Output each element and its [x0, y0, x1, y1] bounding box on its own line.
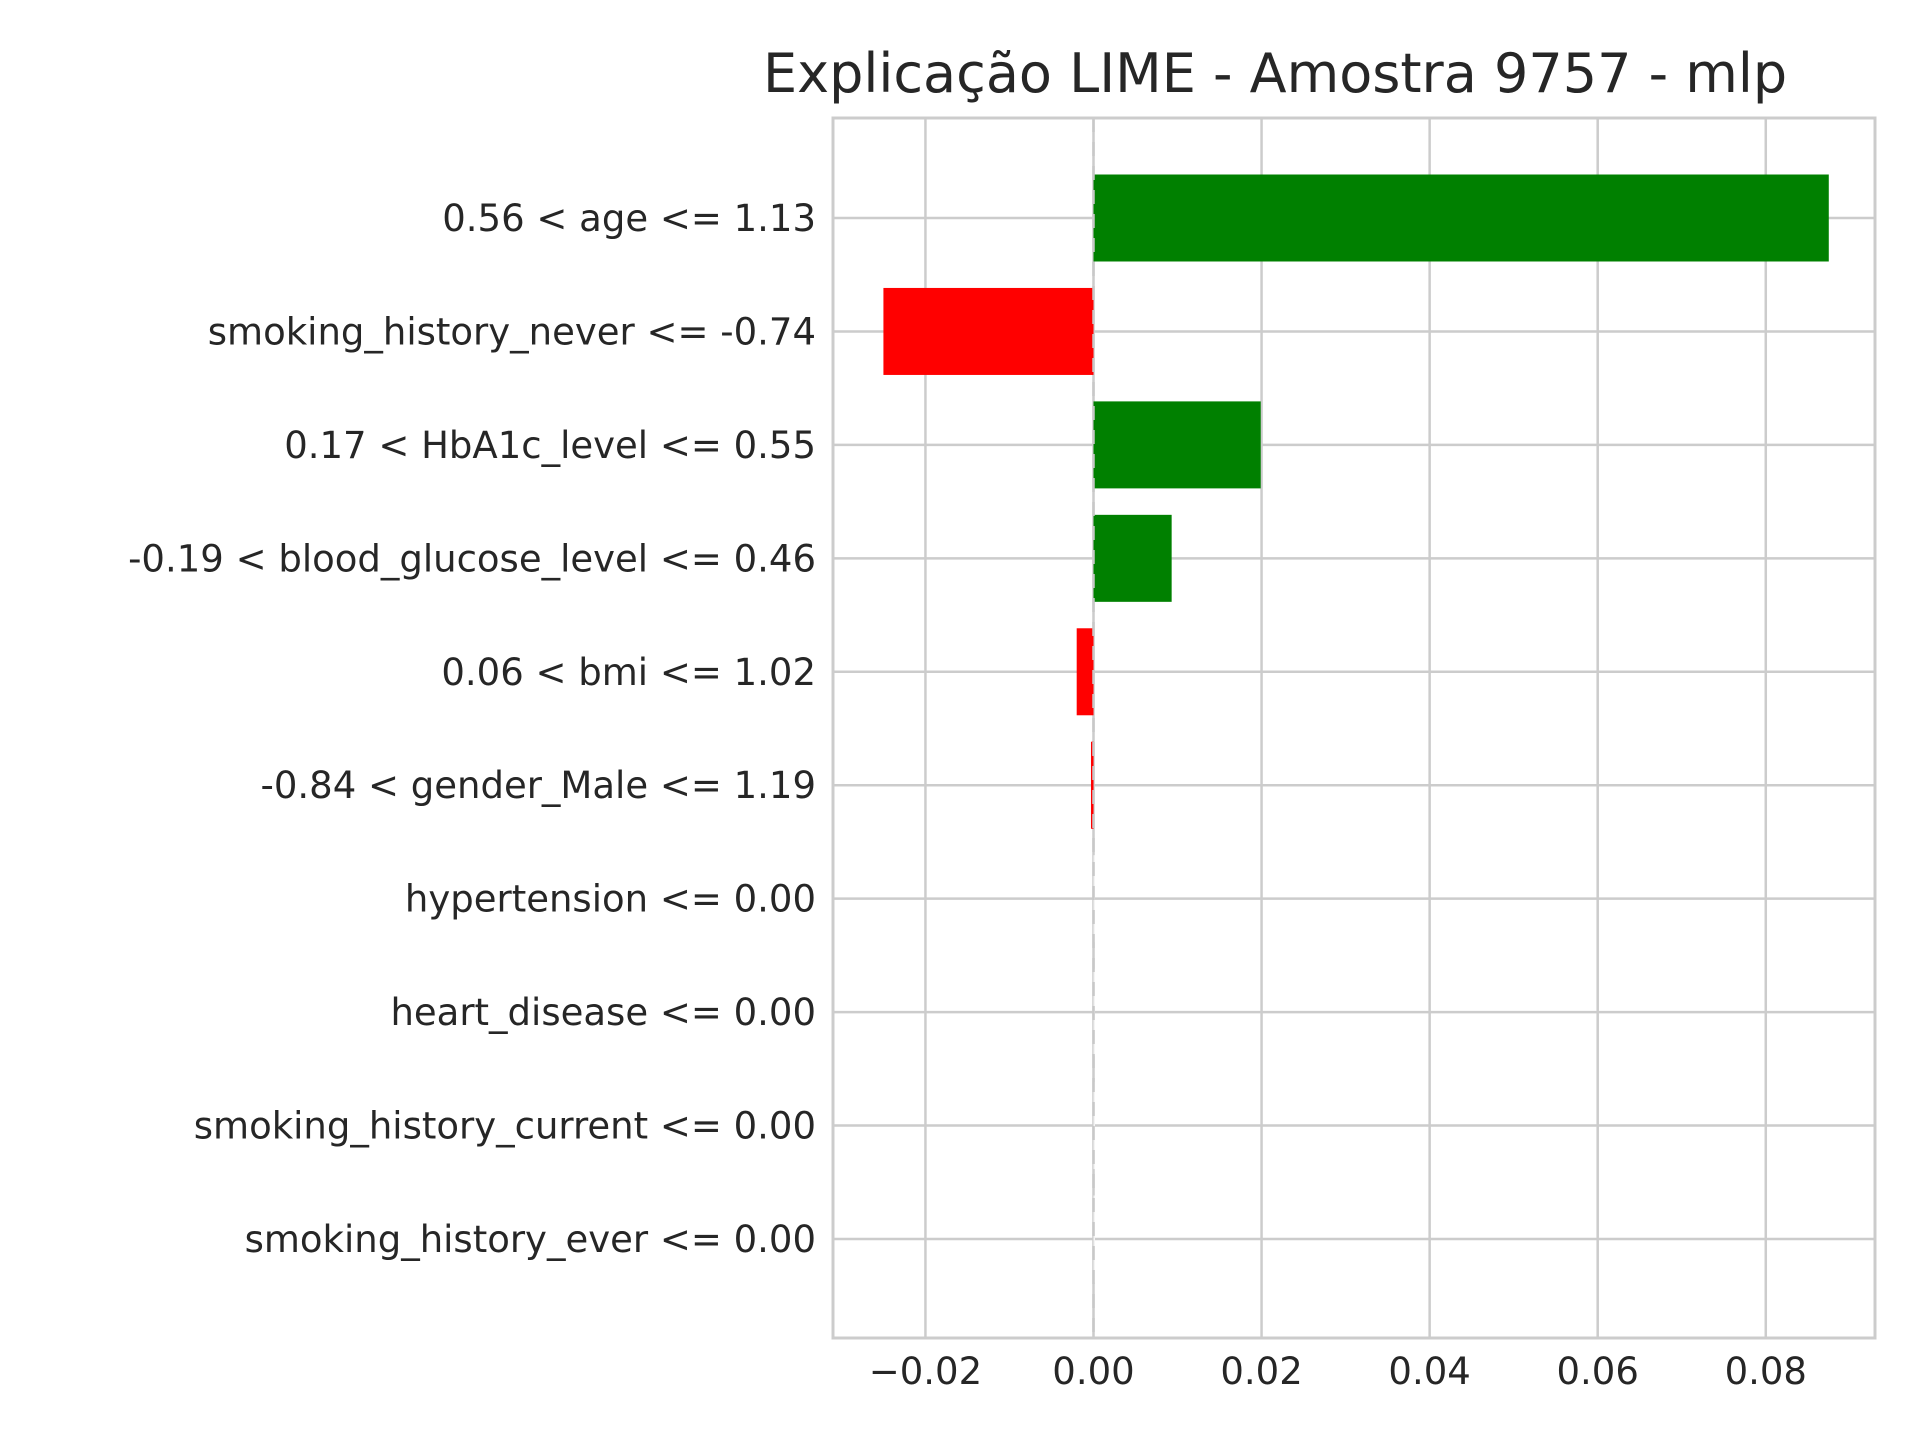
bar — [1076, 628, 1094, 716]
x-tick-label: 0.08 — [1725, 1350, 1807, 1393]
x-tick-label: −0.02 — [869, 1350, 982, 1393]
bar — [883, 287, 1094, 375]
y-tick-label: smoking_history_current <= 0.00 — [194, 1105, 816, 1148]
y-tick-label: smoking_history_never <= -0.74 — [208, 310, 816, 353]
x-tick-label: 0.00 — [1052, 1350, 1134, 1393]
bar — [1090, 741, 1094, 829]
y-tick-label: hypertension <= 0.00 — [405, 878, 816, 921]
x-tick-label: 0.06 — [1556, 1350, 1638, 1393]
y-tick-label: 0.17 < HbA1c_level <= 0.55 — [284, 424, 816, 467]
bar — [1093, 401, 1261, 489]
x-tick-label: 0.04 — [1388, 1350, 1470, 1393]
y-tick-labels: 0.56 < age <= 1.13 smoking_history_never … — [128, 197, 816, 1261]
bars — [883, 174, 1829, 1283]
y-tick-label: 0.56 < age <= 1.13 — [442, 197, 816, 240]
x-tick-labels: −0.02 0.00 0.02 0.04 0.06 0.08 — [869, 1350, 1807, 1393]
y-tick-label: 0.06 < bmi <= 1.02 — [441, 651, 816, 694]
y-tick-label: -0.19 < blood_glucose_level <= 0.46 — [128, 537, 816, 580]
bar — [1093, 1082, 1095, 1170]
x-tick-label: 0.02 — [1220, 1350, 1302, 1393]
y-tick-label: smoking_history_ever <= 0.00 — [245, 1218, 816, 1261]
chart-title: Explicação LIME - Amostra 9757 - mlp — [763, 42, 1787, 105]
y-tick-label: -0.84 < gender_Male <= 1.19 — [261, 764, 816, 807]
bar — [1093, 1195, 1095, 1283]
plot-frame — [831, 116, 1877, 1340]
bar — [1093, 174, 1829, 262]
bar — [1093, 514, 1172, 602]
y-tick-label: heart_disease <= 0.00 — [390, 991, 816, 1034]
